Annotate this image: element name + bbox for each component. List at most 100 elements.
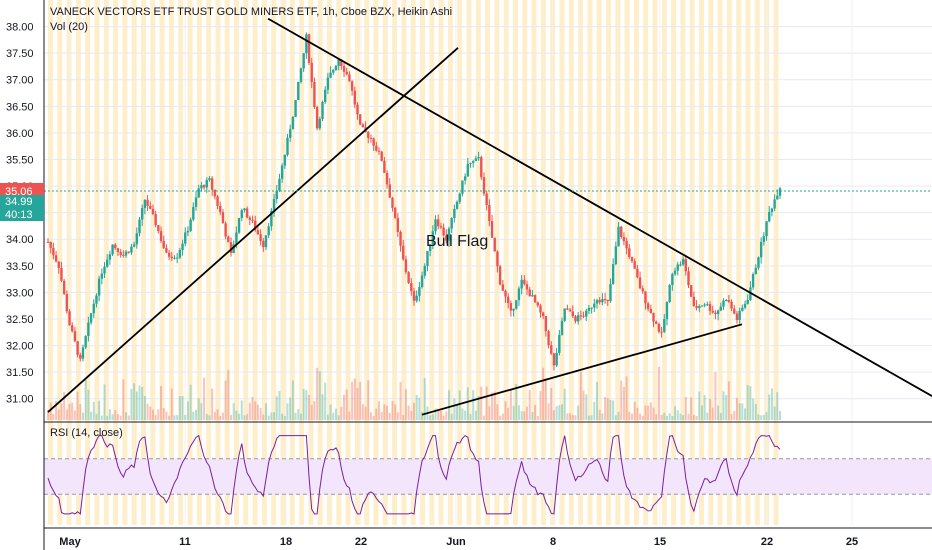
candle-body	[251, 219, 254, 221]
volume-bar	[329, 404, 332, 420]
volume-bar	[469, 414, 472, 420]
candle-body	[146, 199, 149, 207]
price-tick-label: 35.50	[6, 154, 34, 166]
volume-bar	[709, 398, 712, 420]
volume-bar	[380, 412, 383, 420]
candle-body	[754, 267, 757, 275]
session-band	[708, 0, 714, 525]
session-band	[699, 0, 704, 525]
rsi-line	[47, 434, 781, 515]
candle-body	[399, 232, 402, 246]
time-tick-label: 11	[179, 536, 191, 548]
volume-bar	[297, 408, 300, 420]
volume-bar	[316, 367, 319, 420]
volume-bar	[90, 411, 93, 420]
volume-bar	[577, 405, 580, 420]
volume-bar	[447, 390, 450, 420]
candle-body	[746, 299, 749, 304]
volume-bar	[396, 412, 399, 420]
session-band	[224, 0, 230, 525]
price-tick-label: 37.00	[6, 75, 34, 87]
volume-bar	[324, 382, 327, 420]
volume-bar	[630, 413, 633, 420]
volume-bar	[119, 415, 122, 420]
volume-bar	[122, 379, 125, 420]
volume-bar	[160, 386, 163, 420]
candle-body	[757, 257, 760, 268]
candle-body	[149, 206, 152, 209]
volume-bar	[450, 413, 453, 420]
session-band	[689, 0, 695, 525]
volume-bar	[386, 405, 389, 420]
candle-body	[173, 257, 176, 259]
candle-body	[692, 296, 696, 307]
volume-bar	[383, 404, 386, 420]
volume-bar	[606, 397, 609, 420]
volume-bar	[146, 403, 149, 420]
volume-bar	[663, 412, 666, 420]
candle-body	[579, 315, 583, 317]
session-band	[745, 0, 751, 525]
candle-body	[65, 293, 69, 312]
candle-body	[345, 71, 348, 75]
candle-body	[768, 211, 771, 222]
candle-body	[130, 246, 133, 253]
volume-bar	[313, 401, 316, 420]
candle-body	[512, 308, 515, 311]
candle-body	[711, 310, 714, 313]
volume-bar	[73, 410, 76, 420]
candle-body	[165, 247, 168, 253]
volume-bar	[735, 397, 738, 420]
candle-body	[412, 291, 416, 301]
volume-bar	[633, 401, 636, 420]
session-band	[299, 0, 305, 525]
volume-bar	[727, 381, 730, 420]
candle-body	[278, 178, 281, 191]
candle-body	[315, 107, 319, 129]
volume-bar	[757, 414, 760, 420]
candle-body	[437, 219, 440, 227]
candle-body	[547, 331, 550, 346]
session-band	[475, 0, 481, 525]
candle-body	[776, 195, 779, 200]
candle-body	[358, 114, 362, 125]
volume-bar	[569, 413, 572, 420]
candle-body	[189, 219, 192, 231]
candle-body	[509, 303, 513, 311]
volume-bar	[711, 407, 714, 420]
session-band	[150, 0, 156, 525]
volume-bar	[437, 408, 440, 420]
volume-bar	[647, 405, 650, 420]
candle-body	[609, 284, 612, 302]
candle-body	[593, 303, 596, 308]
candle-body	[700, 305, 704, 307]
candle-body	[568, 309, 572, 312]
candle-body	[240, 210, 243, 218]
volume-bar	[706, 412, 709, 420]
candle-body	[520, 279, 523, 289]
candle-body	[393, 207, 397, 218]
candle-body	[603, 299, 607, 301]
candle-body	[377, 150, 381, 152]
volume-bar	[493, 391, 496, 420]
candle-body	[369, 137, 373, 139]
volume-bar	[660, 414, 663, 420]
candle-body	[132, 244, 136, 247]
volume-bars	[47, 366, 781, 420]
volume-bar	[442, 415, 445, 420]
volume-bar	[270, 412, 273, 420]
volume-bar	[719, 413, 722, 420]
volume-bar	[509, 388, 512, 420]
session-band	[85, 0, 91, 525]
candle-body	[127, 251, 130, 253]
second-price-text: 34.99	[5, 196, 33, 208]
volume-bar	[550, 387, 553, 420]
volume-bar	[461, 408, 464, 420]
trend-line	[47, 47, 459, 413]
candle-body	[348, 74, 351, 82]
candle-body	[402, 245, 405, 260]
price-axis: 38.0037.5037.0036.5036.0035.5035.0034.50…	[6, 0, 45, 550]
candle-body	[673, 270, 677, 275]
candle-body	[175, 257, 179, 259]
